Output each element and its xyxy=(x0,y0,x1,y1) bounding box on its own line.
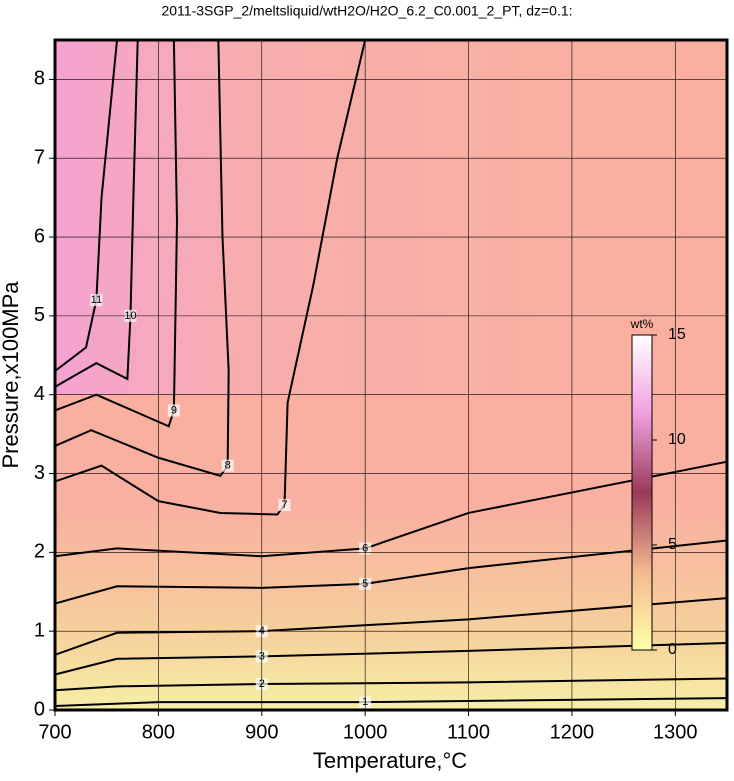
contour-label: 8 xyxy=(225,460,231,472)
chart-title: 2011-3SGP_2/meltsliquid/wtH2O/H2O_6.2_C0… xyxy=(161,3,572,19)
x-axis-label: Temperature,°C xyxy=(313,748,467,773)
x-tick-label: 800 xyxy=(142,721,175,743)
x-tick-label: 900 xyxy=(245,721,278,743)
y-tick-label: 5 xyxy=(34,304,45,326)
x-tick-label: 700 xyxy=(38,721,71,743)
contour-label-bg xyxy=(278,499,291,512)
contour-label-bg xyxy=(221,459,234,472)
y-tick-label: 0 xyxy=(34,698,45,720)
x-tick-label: 1300 xyxy=(653,721,698,743)
y-tick-label: 7 xyxy=(34,147,45,169)
colorbar-tick-label: 0 xyxy=(668,641,677,658)
contour-label: 9 xyxy=(171,404,177,416)
contour-label-bg xyxy=(167,404,180,417)
contour-label-bg xyxy=(90,294,103,307)
y-tick-label: 6 xyxy=(34,225,45,247)
contour-line xyxy=(54,39,139,388)
colorbar-tick-label: 15 xyxy=(668,326,686,343)
y-tick-label: 2 xyxy=(34,541,45,563)
colorbar xyxy=(631,334,653,651)
x-tick-label: 1000 xyxy=(343,721,388,743)
plot-frame xyxy=(53,38,729,712)
plot-shade xyxy=(55,40,727,395)
y-tick-label: 8 xyxy=(34,68,45,90)
y-tick-label: 1 xyxy=(34,619,45,641)
contour-label: 7 xyxy=(281,499,287,511)
colorbar-label: wt% xyxy=(630,317,654,331)
colorbar-tick-label: 10 xyxy=(668,431,686,448)
x-tick-label: 1100 xyxy=(447,721,490,743)
contour-line xyxy=(54,39,178,428)
colorbar-tick-label: 5 xyxy=(668,536,677,553)
contour-label: 11 xyxy=(91,294,102,306)
contour-line xyxy=(54,539,728,605)
y-tick-label: 3 xyxy=(34,462,45,484)
y-axis-label: Pressure,x100MPa xyxy=(0,281,23,469)
y-tick-label: 4 xyxy=(34,383,45,405)
x-tick-label: 1200 xyxy=(550,721,595,743)
